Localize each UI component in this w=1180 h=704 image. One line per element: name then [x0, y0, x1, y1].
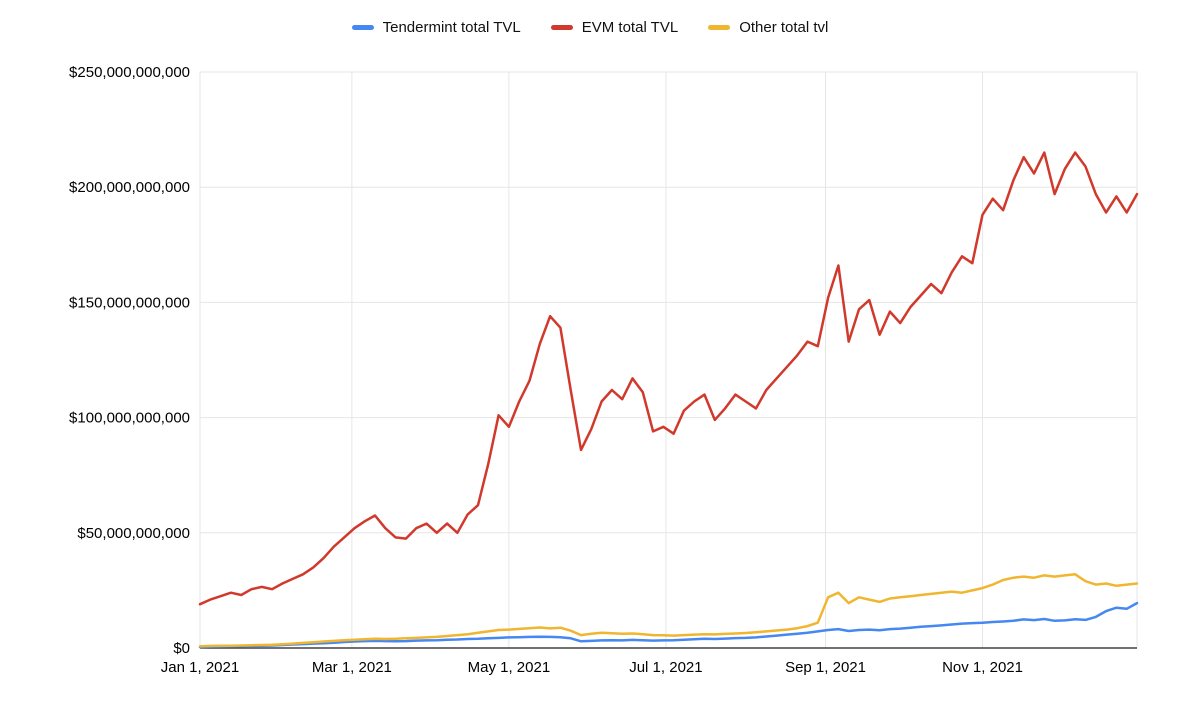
- x-axis-tick-label: Sep 1, 2021: [785, 659, 866, 676]
- y-axis-tick-label: $200,000,000,000: [69, 179, 190, 196]
- legend-item-other: Other total tvl: [708, 19, 828, 36]
- x-axis-tick-label: Jul 1, 2021: [629, 659, 702, 676]
- legend-swatch-tendermint-icon: [351, 25, 374, 30]
- y-axis-tick-label: $150,000,000,000: [69, 294, 190, 311]
- chart-legend: Tendermint total TVL EVM total TVL Other…: [0, 0, 1180, 42]
- x-axis-tick-label: Mar 1, 2021: [312, 659, 392, 676]
- x-axis-tick-label: Jan 1, 2021: [161, 659, 239, 676]
- legend-swatch-other-icon: [708, 25, 731, 30]
- legend-label-other: Other total tvl: [739, 19, 829, 36]
- y-axis-tick-label: $250,000,000,000: [69, 64, 190, 81]
- legend-item-tendermint: Tendermint total TVL: [351, 19, 521, 36]
- y-axis-tick-label: $100,000,000,000: [69, 410, 190, 427]
- legend-item-evm: EVM total TVL: [550, 19, 679, 36]
- y-axis-tick-label: $0: [173, 640, 190, 657]
- series-line-tendermint: [198, 601, 1139, 649]
- series-line-evm: [198, 151, 1139, 606]
- x-axis-tick-label: Nov 1, 2021: [942, 659, 1023, 676]
- y-axis-tick-label: $50,000,000,000: [77, 525, 190, 542]
- legend-label-tendermint: Tendermint total TVL: [382, 19, 521, 36]
- x-axis-tick-label: May 1, 2021: [468, 659, 551, 676]
- legend-label-evm: EVM total TVL: [581, 19, 679, 36]
- legend-swatch-evm-icon: [550, 25, 573, 30]
- series-line-other: [198, 573, 1139, 648]
- chart-plot-area: $250,000,000,000 $200,000,000,000 $150,000…: [69, 64, 1139, 676]
